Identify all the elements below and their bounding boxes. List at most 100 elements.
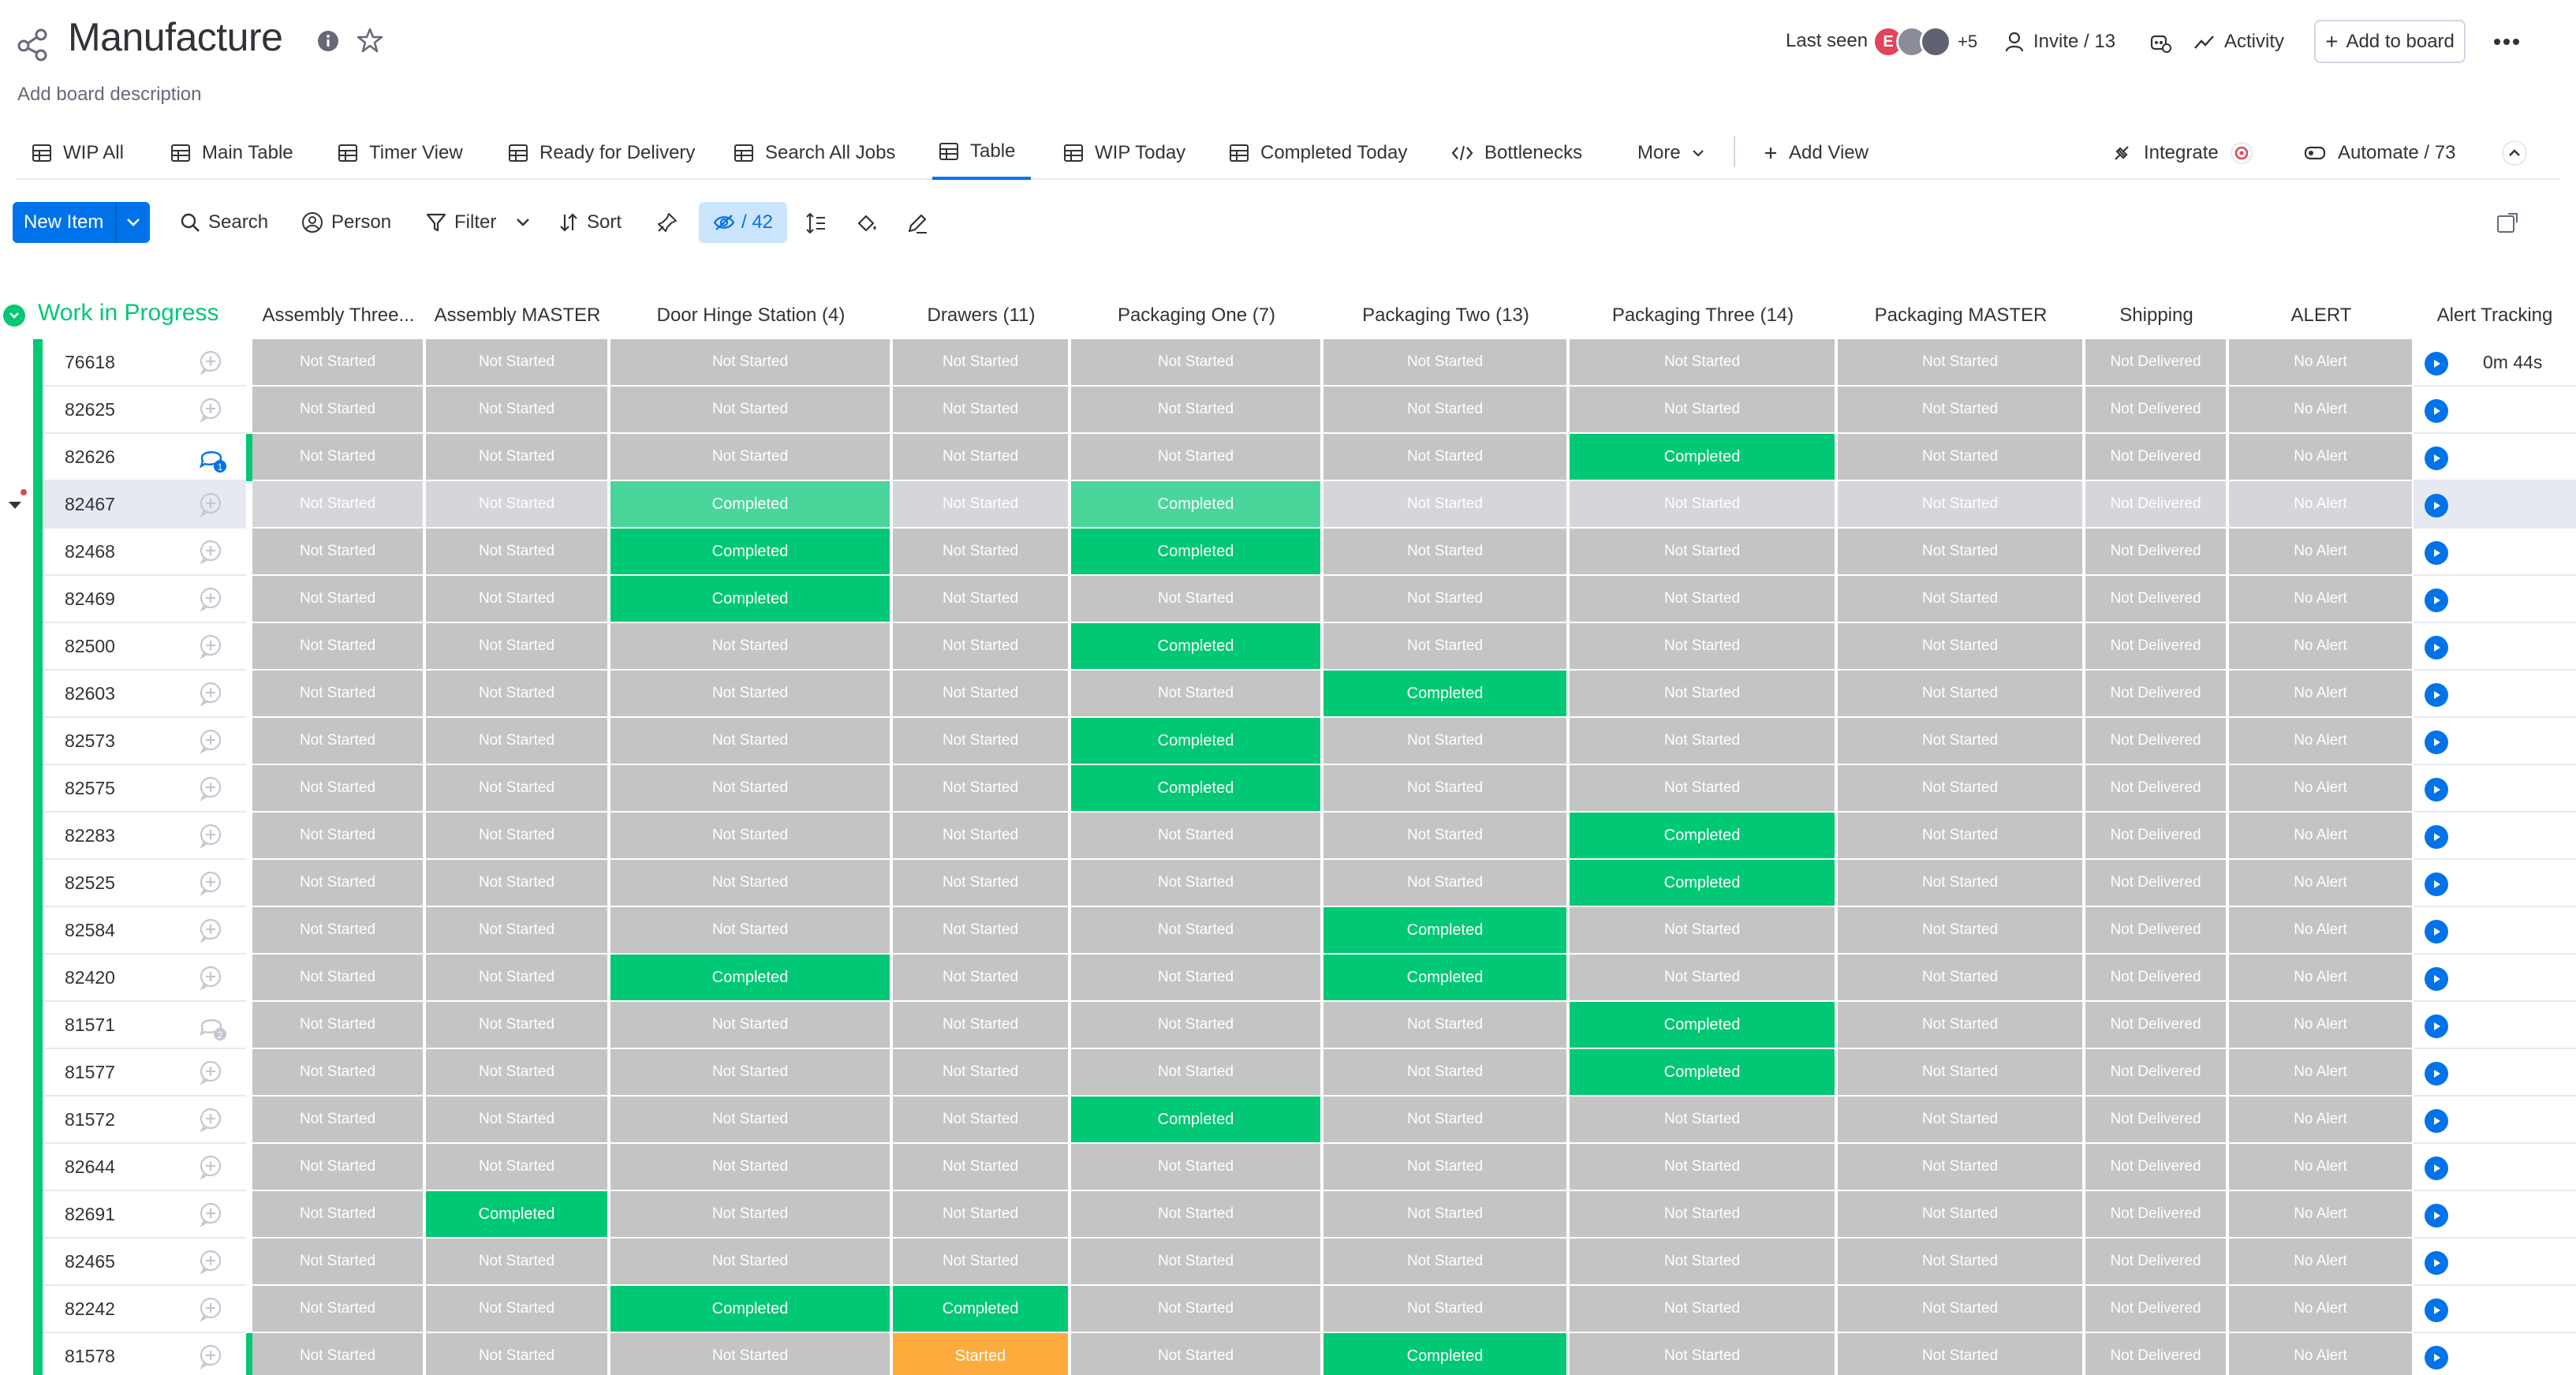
item-name-cell[interactable]: 81571 2 xyxy=(43,1002,246,1049)
status-cell[interactable]: Completed xyxy=(1323,1333,1568,1375)
status-cell[interactable]: Not Started xyxy=(610,387,891,434)
add-update-icon[interactable] xyxy=(197,1343,226,1371)
play-timer-icon[interactable] xyxy=(2425,1204,2448,1227)
item-name[interactable]: 82584 xyxy=(65,920,115,940)
status-cell[interactable]: Not Started xyxy=(893,576,1070,623)
status-cell[interactable]: Not Started xyxy=(252,860,424,907)
status-cell[interactable]: Not Started xyxy=(893,1191,1070,1239)
status-cell[interactable]: Not Started xyxy=(1323,813,1568,860)
integrate-button[interactable]: Integrate xyxy=(2111,126,2253,180)
alert-tracking-cell[interactable] xyxy=(2414,765,2576,813)
status-cell[interactable]: Not Started xyxy=(893,955,1070,1002)
status-cell[interactable]: Started xyxy=(893,1333,1070,1375)
alert-status-cell[interactable]: No Alert xyxy=(2229,718,2414,765)
alert-tracking-cell[interactable] xyxy=(2414,718,2576,765)
status-cell[interactable]: Completed xyxy=(610,576,891,623)
status-cell[interactable]: Completed xyxy=(893,1286,1070,1333)
status-cell[interactable]: Not Started xyxy=(1071,339,1322,387)
column-header[interactable]: Assembly MASTER xyxy=(434,305,601,326)
status-cell[interactable]: Not Started xyxy=(1838,481,2084,529)
alert-status-cell[interactable]: No Alert xyxy=(2229,1049,2414,1097)
alert-tracking-cell[interactable] xyxy=(2414,671,2576,718)
status-cell[interactable]: Not Started xyxy=(610,339,891,387)
status-cell[interactable]: Not Started xyxy=(1570,671,1836,718)
automate-button[interactable]: Automate / 73 xyxy=(2303,126,2455,180)
status-cell[interactable]: Not Started xyxy=(1071,1049,1322,1097)
table-row[interactable]: 82575 Not Started Not Started Not Started No… xyxy=(0,765,2576,813)
status-cell[interactable]: Not Started xyxy=(893,860,1070,907)
alert-tracking-cell[interactable] xyxy=(2414,623,2576,671)
item-name[interactable]: 82573 xyxy=(65,730,115,751)
status-cell[interactable]: Not Started xyxy=(893,387,1070,434)
status-cell[interactable]: Not Started xyxy=(1323,1239,1568,1286)
alert-tracking-cell[interactable] xyxy=(2414,813,2576,860)
status-cell[interactable]: Not Started xyxy=(1570,765,1836,813)
column-header[interactable]: Drawers (11) xyxy=(927,305,1036,326)
status-cell[interactable]: Not Started xyxy=(893,1144,1070,1191)
table-row[interactable]: 82468 Not Started Not Started Completed Not … xyxy=(0,529,2576,576)
add-update-icon[interactable] xyxy=(197,396,226,424)
status-cell[interactable]: Not Started xyxy=(426,955,609,1002)
status-cell[interactable]: Not Started xyxy=(1323,1144,1568,1191)
item-name-cell[interactable]: 82573 xyxy=(43,718,246,765)
status-cell[interactable]: Not Started xyxy=(426,718,609,765)
add-update-icon[interactable] xyxy=(197,917,226,945)
shipping-status-cell[interactable]: Not Delivered xyxy=(2085,860,2227,907)
status-cell[interactable]: Not Started xyxy=(1323,1097,1568,1144)
status-cell[interactable]: Not Started xyxy=(1071,1333,1322,1375)
status-cell[interactable]: Not Started xyxy=(426,576,609,623)
alert-tracking-cell[interactable] xyxy=(2414,1049,2576,1097)
status-cell[interactable]: Not Started xyxy=(252,434,424,481)
item-name[interactable]: 82469 xyxy=(65,588,115,609)
shipping-status-cell[interactable]: Not Delivered xyxy=(2085,813,2227,860)
add-update-icon[interactable] xyxy=(197,869,226,898)
new-item-dropdown[interactable] xyxy=(115,202,150,243)
status-cell[interactable]: Not Started xyxy=(1838,1049,2084,1097)
item-name-cell[interactable]: 82691 xyxy=(43,1191,246,1239)
alert-status-cell[interactable]: No Alert xyxy=(2229,1286,2414,1333)
activity-button[interactable]: Activity xyxy=(2194,24,2284,60)
tab-bottlenecks[interactable]: Bottlenecks xyxy=(1451,126,1582,180)
play-timer-icon[interactable] xyxy=(2425,920,2448,943)
status-cell[interactable]: Not Started xyxy=(1570,1191,1836,1239)
add-to-board-button[interactable]: + Add to board xyxy=(2314,20,2466,63)
add-update-icon[interactable] xyxy=(197,1295,226,1324)
status-cell[interactable]: Not Started xyxy=(1323,481,1568,529)
item-name[interactable]: 82242 xyxy=(65,1298,115,1319)
status-cell[interactable]: Not Started xyxy=(1838,576,2084,623)
status-cell[interactable]: Not Started xyxy=(426,1049,609,1097)
shipping-status-cell[interactable]: Not Delivered xyxy=(2085,671,2227,718)
table-row[interactable]: 81577 Not Started Not Started Not Started No… xyxy=(0,1049,2576,1097)
table-row[interactable]: 82525 Not Started Not Started Not Started No… xyxy=(0,860,2576,907)
status-cell[interactable]: Completed xyxy=(1570,860,1836,907)
status-cell[interactable]: Not Started xyxy=(1838,1097,2084,1144)
status-cell[interactable]: Completed xyxy=(1570,434,1836,481)
alert-tracking-cell[interactable] xyxy=(2414,955,2576,1002)
shipping-status-cell[interactable]: Not Delivered xyxy=(2085,1049,2227,1097)
item-name[interactable]: 82283 xyxy=(65,825,115,846)
status-cell[interactable]: Not Started xyxy=(252,1144,424,1191)
play-timer-icon[interactable] xyxy=(2425,1298,2448,1322)
alert-status-cell[interactable]: No Alert xyxy=(2229,813,2414,860)
alert-tracking-cell[interactable] xyxy=(2414,1239,2576,1286)
play-timer-icon[interactable] xyxy=(2425,1156,2448,1180)
status-cell[interactable]: Not Started xyxy=(1838,813,2084,860)
status-cell[interactable]: Not Started xyxy=(252,671,424,718)
play-timer-icon[interactable] xyxy=(2425,1109,2448,1133)
status-cell[interactable]: Not Started xyxy=(1838,1333,2084,1375)
status-cell[interactable]: Not Started xyxy=(252,1239,424,1286)
item-name[interactable]: 82468 xyxy=(65,541,115,562)
status-cell[interactable]: Not Started xyxy=(1323,434,1568,481)
robot-button[interactable] xyxy=(2149,24,2172,60)
status-cell[interactable]: Not Started xyxy=(426,1286,609,1333)
status-cell[interactable]: Completed xyxy=(1323,671,1568,718)
search-button[interactable]: Search xyxy=(180,202,268,243)
status-cell[interactable]: Completed xyxy=(1071,718,1322,765)
alert-status-cell[interactable]: No Alert xyxy=(2229,623,2414,671)
alert-tracking-cell[interactable] xyxy=(2414,529,2576,576)
status-cell[interactable]: Not Started xyxy=(426,860,609,907)
status-cell[interactable]: Not Started xyxy=(893,434,1070,481)
status-cell[interactable]: Not Started xyxy=(1838,955,2084,1002)
alert-tracking-cell[interactable] xyxy=(2414,860,2576,907)
table-row[interactable]: 82283 Not Started Not Started Not Started No… xyxy=(0,813,2576,860)
